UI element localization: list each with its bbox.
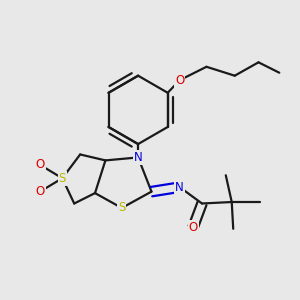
Text: N: N xyxy=(175,181,184,194)
Text: O: O xyxy=(35,185,45,198)
Text: S: S xyxy=(118,202,125,214)
Text: O: O xyxy=(175,74,184,87)
Text: O: O xyxy=(35,158,45,171)
Text: S: S xyxy=(58,172,66,185)
Text: N: N xyxy=(134,151,142,164)
Text: O: O xyxy=(188,221,198,234)
